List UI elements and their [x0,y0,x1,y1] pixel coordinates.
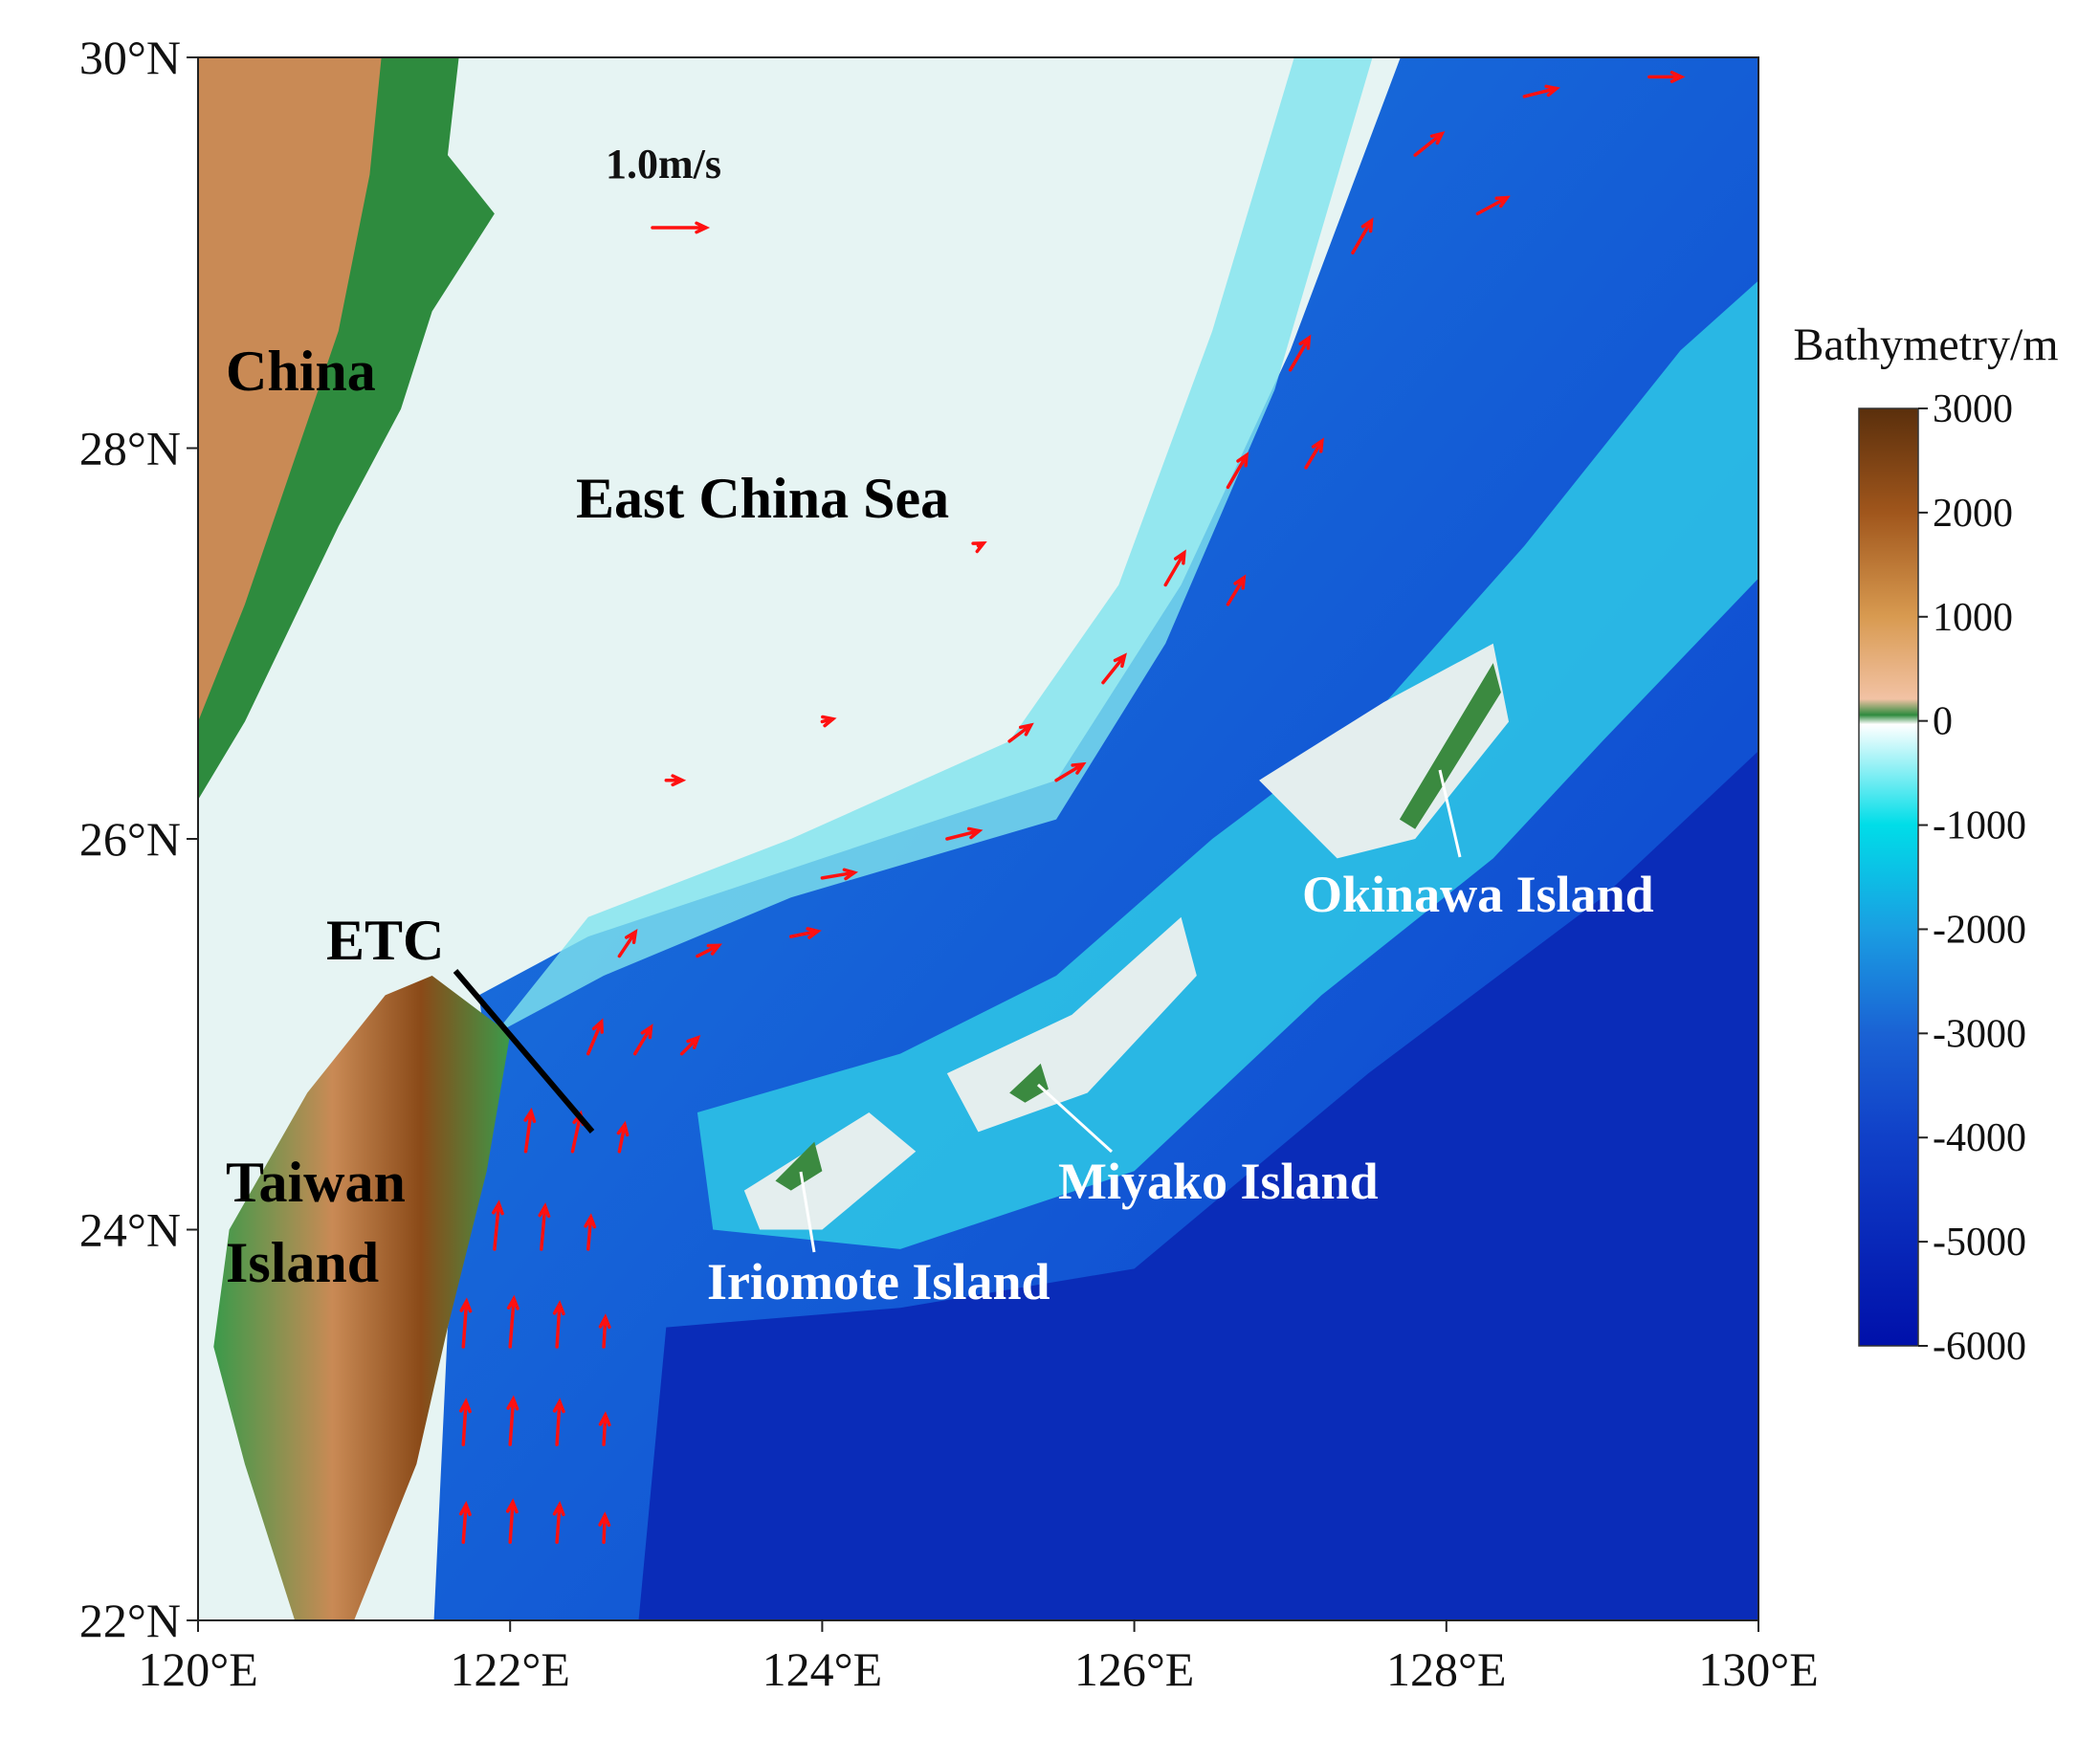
y-tick-label: 30°N [79,31,181,84]
velocity-vector [538,1202,551,1251]
velocity-vector [586,1018,605,1056]
velocity-vector [506,1294,519,1349]
y-tick-label: 22°N [79,1594,181,1647]
miyako-island [1009,1063,1049,1103]
y-tick-label: 28°N [79,422,181,475]
velocity-vector [598,1313,611,1349]
colorbar-title: Bathymetry/m [1793,319,2058,370]
ryukyu-ridge [696,280,1758,1249]
x-tick-label: 120°E [138,1642,258,1696]
region-label: China [226,340,376,403]
leader-line [1438,769,1462,858]
colorbar-tick-label: -1000 [1933,804,2026,848]
yaeyama-plateau [743,1112,917,1230]
velocity-vector [1351,217,1374,254]
velocity-vector [523,1107,537,1154]
x-tick-label: 124°E [763,1642,883,1696]
x-tick-label: 122°E [450,1642,570,1696]
velocity-vector [820,715,837,728]
shelf-edge [494,57,1373,1035]
iriomote-island [775,1141,823,1191]
leader-line [1036,1083,1114,1154]
velocity-vector [1163,549,1186,587]
velocity-vector [506,1395,519,1446]
region-label: Taiwan [226,1151,406,1214]
velocity-vector [820,868,859,881]
velocity-vector [632,1024,653,1056]
colorbar-tick-label: 1000 [1933,596,2013,640]
colorbar-tick-label: 0 [1933,700,1953,744]
y-tick-label: 24°N [79,1203,181,1257]
scale-label: 1.0m/s [606,141,721,187]
colorbar-tick-label: -5000 [1933,1221,2026,1265]
velocity-vector [1413,131,1446,157]
y-tick-label: 26°N [79,812,181,866]
velocity-vector [971,540,987,554]
x-tick-label: 126°E [1074,1642,1195,1696]
velocity-vector [552,1398,565,1446]
velocity-vector [492,1200,504,1251]
velocity-vector [584,1213,597,1251]
region-label: East China Sea [576,467,949,530]
x-tick-label: 128°E [1386,1642,1507,1696]
okinawa-plateau [1259,643,1510,859]
velocity-vector [458,1501,472,1545]
trench-basin [638,751,1758,1620]
velocity-vector [789,927,822,939]
taiwan-island [213,975,511,1620]
x-tick-label: 130°E [1698,1642,1819,1696]
colorbar-tick-label: 2000 [1933,492,2013,536]
okinawa-island [1399,663,1501,829]
island-label: Miyako Island [1058,1153,1379,1210]
velocity-vector [1226,451,1249,490]
velocity-vector [1226,574,1247,606]
velocity-vector [598,1511,611,1545]
velocity-vector [459,1297,473,1349]
velocity-vector [1054,761,1087,782]
colorbar-tick-label: -6000 [1933,1325,2026,1369]
velocity-vector [1304,437,1324,470]
velocity-vector [552,1300,565,1349]
scale-arrow [651,221,711,234]
colorbar [1858,407,1919,1347]
velocity-vector [945,826,984,841]
island-label: Okinawa Island [1302,866,1654,923]
velocity-vector [1475,195,1511,216]
region-label: Island [226,1231,379,1294]
velocity-vector [616,1120,630,1154]
velocity-vector [505,1498,519,1545]
velocity-vector [617,928,638,958]
colorbar-tick-label: -3000 [1933,1012,2026,1056]
velocity-vector [664,774,687,787]
velocity-vector [459,1398,472,1446]
island-label: Iriomote Island [707,1253,1050,1310]
velocity-vector [696,943,722,958]
velocity-vector [1101,652,1127,685]
colorbar-tick-label: 3000 [1933,387,2013,431]
map-area [198,57,1758,1620]
velocity-vector [679,1034,701,1056]
velocity-vector [1647,70,1686,83]
velocity-vector [552,1501,565,1545]
colorbar-tick-label: -4000 [1933,1116,2026,1160]
velocity-vector [1288,334,1312,372]
leader-line [799,1171,816,1253]
velocity-vector [1007,722,1034,743]
velocity-vector [598,1411,611,1446]
china-mountains [198,57,382,722]
region-label: ETC [326,909,444,972]
velocity-vector [1522,84,1560,99]
miyako-plateau [946,916,1197,1133]
colorbar-tick-label: -2000 [1933,908,2026,952]
leader-line [453,969,595,1134]
